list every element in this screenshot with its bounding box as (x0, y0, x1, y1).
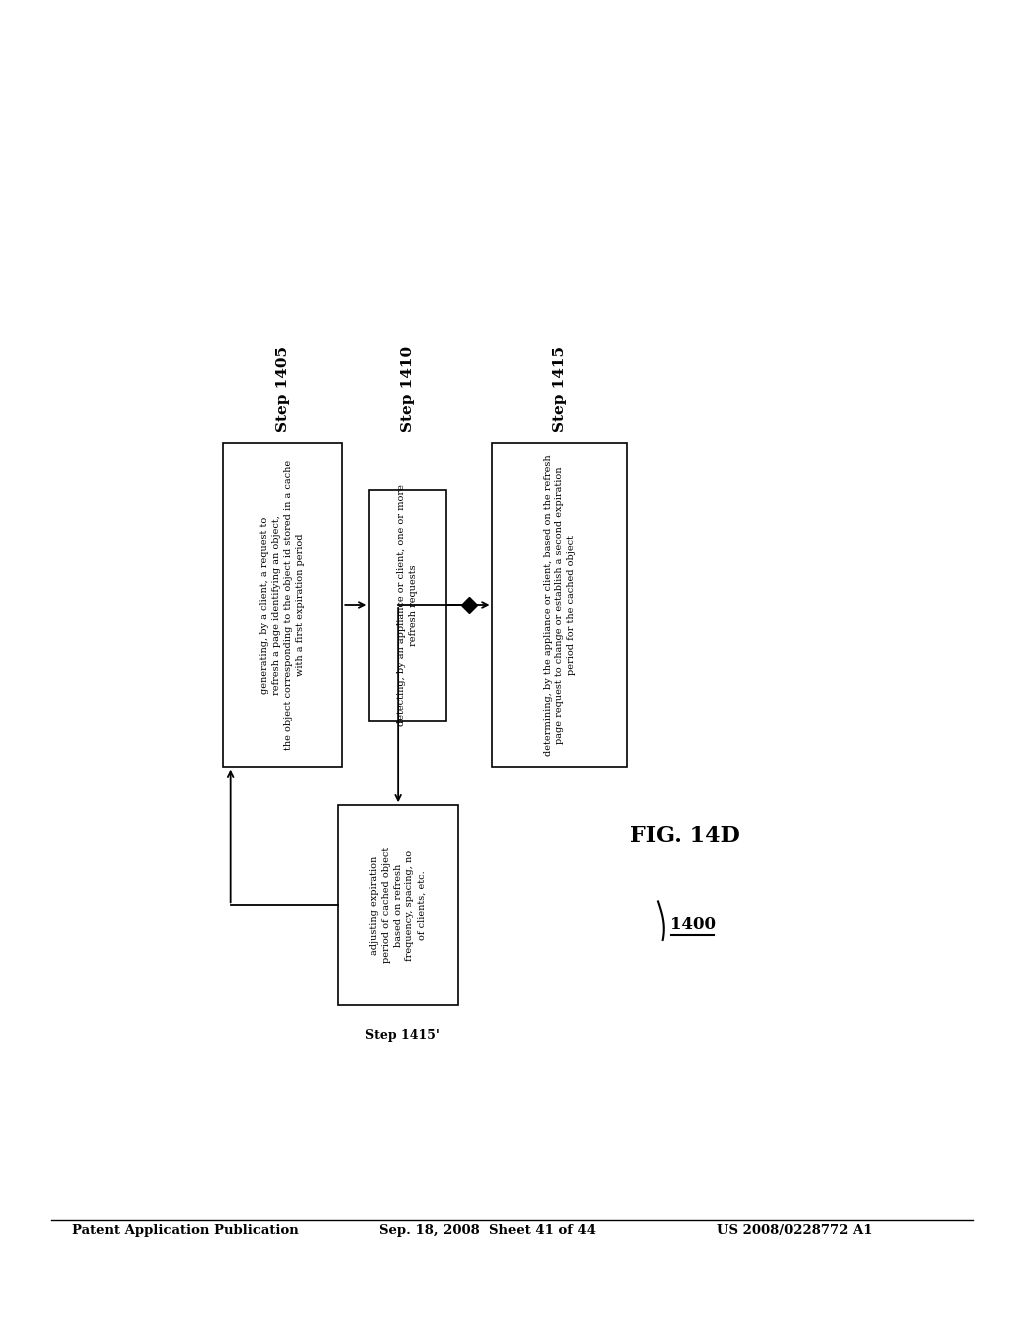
Text: FIG. 14D: FIG. 14D (630, 825, 739, 847)
Text: detecting, by an appliance or client, one or more
refresh requests: detecting, by an appliance or client, on… (397, 484, 418, 726)
Text: adjusting expiration
period of cached object
based on refresh
frequency, spacing: adjusting expiration period of cached ob… (370, 847, 426, 964)
Text: Step 1410: Step 1410 (400, 346, 415, 432)
Text: 1400: 1400 (670, 916, 716, 933)
Bar (223, 444, 342, 767)
Text: Step 1415': Step 1415' (365, 1028, 439, 1041)
Text: US 2008/0228772 A1: US 2008/0228772 A1 (717, 1224, 872, 1237)
Text: Step 1415: Step 1415 (553, 346, 567, 432)
Bar (493, 444, 628, 767)
Text: generating, by a client, a request to
refresh a page identifying an object,
the : generating, by a client, a request to re… (260, 459, 305, 750)
Text: determining, by the appliance or client, based on the refresh
page request to ch: determining, by the appliance or client,… (544, 454, 577, 756)
Bar (339, 805, 458, 1006)
Text: Sep. 18, 2008  Sheet 41 of 44: Sep. 18, 2008 Sheet 41 of 44 (379, 1224, 596, 1237)
Text: Step 1405: Step 1405 (275, 346, 290, 432)
Text: Patent Application Publication: Patent Application Publication (72, 1224, 298, 1237)
Bar (370, 490, 446, 721)
